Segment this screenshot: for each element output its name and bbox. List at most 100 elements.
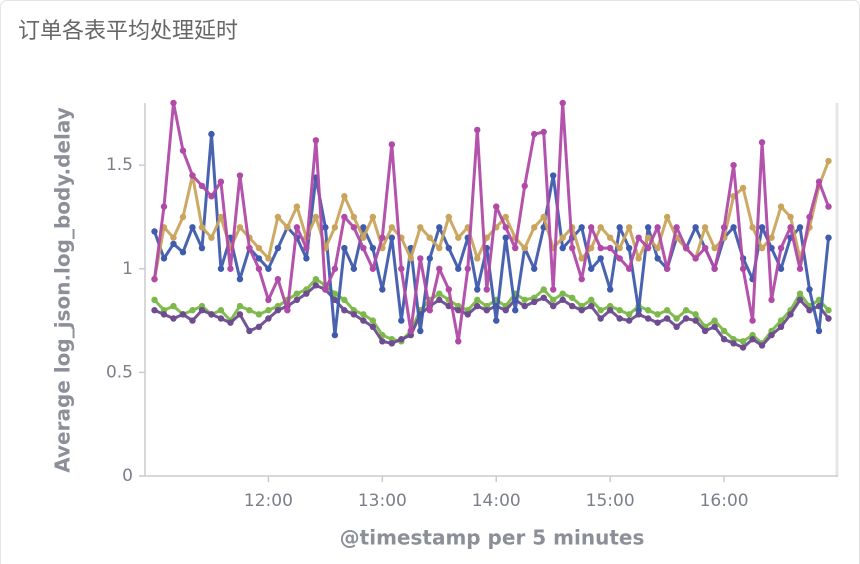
point: [388, 224, 396, 231]
point: [512, 244, 519, 252]
point: [388, 234, 396, 241]
point: [806, 286, 813, 293]
point: [540, 286, 547, 293]
point: [417, 224, 424, 231]
point: [540, 294, 547, 301]
point: [360, 244, 367, 252]
point: [274, 275, 282, 283]
point: [160, 203, 168, 210]
point: [379, 286, 386, 293]
point: [426, 234, 433, 241]
point: [568, 302, 576, 310]
point: [550, 286, 557, 293]
point: [625, 311, 633, 318]
point: [587, 265, 595, 272]
point: [483, 307, 490, 314]
point: [673, 224, 680, 231]
point: [531, 298, 538, 306]
point: [379, 234, 386, 241]
point: [711, 317, 718, 324]
point: [179, 249, 187, 256]
point: [550, 296, 557, 304]
point: [777, 317, 785, 324]
point: [711, 244, 718, 252]
point: [559, 290, 566, 297]
point: [170, 99, 177, 107]
point: [502, 234, 509, 241]
point: [825, 203, 832, 210]
point: [303, 290, 310, 297]
point: [644, 307, 652, 314]
point: [436, 296, 443, 304]
point: [360, 311, 367, 318]
point: [198, 182, 206, 190]
point: [341, 307, 348, 314]
point: [312, 213, 320, 221]
point: [369, 323, 377, 330]
point: [597, 224, 604, 231]
point: [512, 307, 519, 314]
point: [445, 244, 452, 252]
point: [170, 315, 177, 322]
point: [341, 193, 348, 200]
point: [217, 213, 225, 221]
point: [189, 317, 196, 324]
point: [198, 307, 206, 314]
point: [720, 224, 728, 231]
point: [474, 255, 481, 262]
point: [464, 311, 471, 318]
point: [217, 315, 225, 322]
point: [255, 265, 263, 272]
point: [236, 172, 244, 179]
y-tick-label: 1.5: [106, 155, 133, 175]
point: [550, 302, 557, 310]
point: [749, 224, 756, 231]
point: [151, 228, 158, 235]
point: [739, 184, 747, 192]
point: [455, 338, 462, 345]
point: [246, 244, 253, 252]
point: [521, 244, 528, 252]
point: [236, 302, 244, 310]
y-axis-title: Average log_json.log_body.delay: [51, 107, 75, 473]
point: [597, 307, 604, 314]
point: [255, 255, 263, 262]
point: [179, 311, 187, 318]
point: [312, 137, 320, 144]
point: [815, 327, 823, 335]
point: [578, 275, 585, 283]
point: [559, 234, 566, 241]
plot: [151, 99, 832, 351]
point: [217, 265, 225, 272]
point: [787, 311, 794, 318]
point: [474, 296, 481, 304]
point: [768, 234, 775, 241]
point: [265, 307, 272, 314]
point: [208, 130, 215, 138]
point: [521, 182, 528, 190]
point: [606, 286, 614, 293]
point: [806, 307, 813, 314]
point: [331, 290, 339, 297]
point: [758, 342, 766, 349]
point: [360, 234, 367, 241]
point: [692, 224, 699, 231]
point: [331, 265, 339, 272]
point: [464, 265, 471, 272]
point: [493, 203, 500, 210]
point: [350, 265, 358, 272]
point: [284, 224, 291, 231]
point: [151, 296, 158, 304]
point: [597, 255, 604, 262]
point: [587, 296, 595, 304]
point: [682, 315, 690, 322]
point: [701, 244, 709, 252]
point: [768, 296, 775, 304]
point: [208, 234, 215, 241]
point: [350, 311, 358, 318]
point: [806, 213, 813, 221]
point: [730, 224, 737, 231]
point: [179, 213, 187, 221]
point: [474, 286, 481, 293]
point: [787, 224, 794, 231]
